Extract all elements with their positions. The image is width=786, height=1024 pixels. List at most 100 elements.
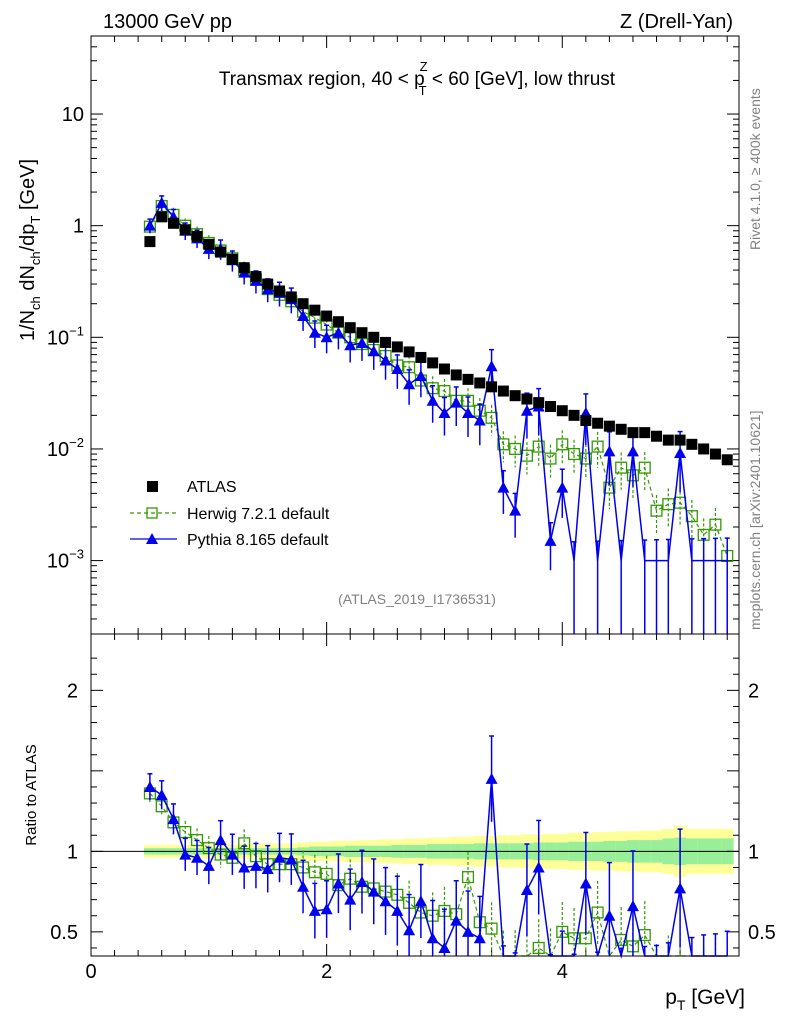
herwig-point <box>497 438 510 451</box>
pythia-ratio-point <box>143 780 156 792</box>
pythia-ratio-point <box>308 904 321 916</box>
main-panel: Transmax region, 40 < pZ T < 60 [GeV], lo… <box>17 35 740 635</box>
ratio-y-tick-label: 0.5 <box>50 922 78 944</box>
atlas-point <box>427 357 439 369</box>
pythia-point <box>473 414 486 426</box>
herwig-point <box>485 411 498 424</box>
atlas-point <box>203 238 215 250</box>
atlas-point <box>356 327 368 339</box>
pythia-point <box>485 360 498 372</box>
atlas-point <box>403 346 415 358</box>
herwig-point <box>591 440 604 453</box>
header-right: Z (Drell-Yan) <box>620 11 733 33</box>
pythia-ratio-point <box>532 861 545 873</box>
pythia-point <box>509 504 522 516</box>
main-title-sub: T <box>419 83 427 98</box>
x-axis-label: pT [GeV] <box>665 986 745 1013</box>
atlas-point <box>438 363 450 375</box>
pythia-ratio-point <box>379 895 392 907</box>
herwig-ratio-point <box>568 932 581 945</box>
herwig-point <box>709 518 722 531</box>
legend-herwig-label: Herwig 7.2.1 default <box>187 506 330 523</box>
main-y-tick-label: 10 <box>62 104 84 126</box>
herwig-ratio-point <box>591 906 604 919</box>
atlas-point <box>462 373 474 385</box>
x-label-sub: T <box>677 997 686 1013</box>
herwig-point <box>544 452 557 465</box>
atlas-point <box>603 420 615 432</box>
atlas-point <box>651 430 663 442</box>
atlas-point <box>450 369 462 381</box>
ratio-panel: Ratio to ATLAS 2 2 1 1 0.5 0.5 0 2 4 pT [GeV] <box>23 633 776 1013</box>
pythia-point <box>556 481 569 493</box>
atlas-point <box>167 217 179 229</box>
x-tick-label: 0 <box>85 961 96 983</box>
pythia-ratio-point <box>332 877 345 889</box>
herwig-point <box>650 504 663 517</box>
pythia-ratio-point <box>214 834 227 846</box>
main-y-tick-labels: 10 1 10−1 10−2 10−3 <box>47 104 84 573</box>
analysis-watermark: (ATLAS_2019_I1736531) <box>338 591 496 607</box>
pythia-ratio-point <box>297 880 310 892</box>
main-y-tick-label: 10−3 <box>47 547 84 573</box>
herwig-ratio-point <box>461 871 475 884</box>
atlas-point <box>285 291 297 303</box>
pythia-point <box>426 394 439 406</box>
legend-pythia-marker <box>146 533 158 544</box>
main-title-sup: Z <box>420 59 428 74</box>
legend: ATLAS Herwig 7.2.1 default Pythia 8.165 … <box>130 479 330 549</box>
pythia-ratio-point <box>261 863 274 875</box>
herwig-ratio-point <box>532 941 545 954</box>
rivet-note: Rivet 4.1.0, ≥ 400k events <box>747 88 763 250</box>
atlas-point <box>721 454 733 466</box>
pythia-ratio-point <box>473 932 486 944</box>
herwig-ratio-point <box>320 867 333 880</box>
x-tick-label: 2 <box>321 961 332 983</box>
herwig-point <box>438 385 451 398</box>
pythia-point <box>379 354 392 366</box>
main-title-pre: Transmax region, 40 < p <box>219 69 425 90</box>
atlas-point <box>309 304 321 316</box>
herwig-point <box>638 461 651 474</box>
herwig-point <box>662 498 675 511</box>
pythia-ratio-point <box>450 914 463 926</box>
pythia-point <box>403 378 416 390</box>
atlas-point <box>368 331 380 343</box>
pythia-point <box>143 219 156 231</box>
pythia-ratio-point <box>320 903 333 915</box>
atlas-point <box>568 409 580 421</box>
ratio-y-tick-label-right: 2 <box>748 680 759 702</box>
pythia-ratio-point <box>238 861 251 873</box>
atlas-point <box>215 246 227 258</box>
atlas-point <box>391 341 403 353</box>
pythia-ratio-point <box>273 851 286 863</box>
ratio-y-tick-labels: 2 2 1 1 0.5 0.5 <box>50 680 776 944</box>
atlas-point <box>556 405 568 417</box>
main-title-post: < 60 [GeV], low thrust <box>427 69 616 90</box>
x-tick-label: 4 <box>557 961 568 983</box>
atlas-point <box>238 262 250 274</box>
x-label-pre: p <box>665 986 677 1009</box>
pythia-ratio-point <box>191 851 204 863</box>
legend-atlas-marker <box>147 481 158 492</box>
atlas-point <box>544 401 556 413</box>
atlas-point <box>627 427 639 439</box>
pythia-ratio-point <box>414 895 427 907</box>
atlas-point <box>321 310 333 322</box>
ratio-series <box>143 735 730 959</box>
atlas-point <box>686 438 698 450</box>
legend-atlas-label: ATLAS <box>187 479 237 496</box>
pythia-ratio-point <box>355 875 368 887</box>
ratio-y-tick-label-right: 1 <box>748 841 759 863</box>
pythia-point <box>308 326 321 338</box>
herwig-point <box>532 440 545 453</box>
pythia-ratio-point <box>520 883 533 895</box>
atlas-point <box>509 390 521 402</box>
atlas-point <box>615 423 627 435</box>
atlas-point <box>474 377 486 389</box>
atlas-point <box>415 351 427 363</box>
herwig-ratio-point <box>485 922 498 935</box>
main-series <box>143 195 734 634</box>
legend-herwig-marker <box>146 507 158 519</box>
